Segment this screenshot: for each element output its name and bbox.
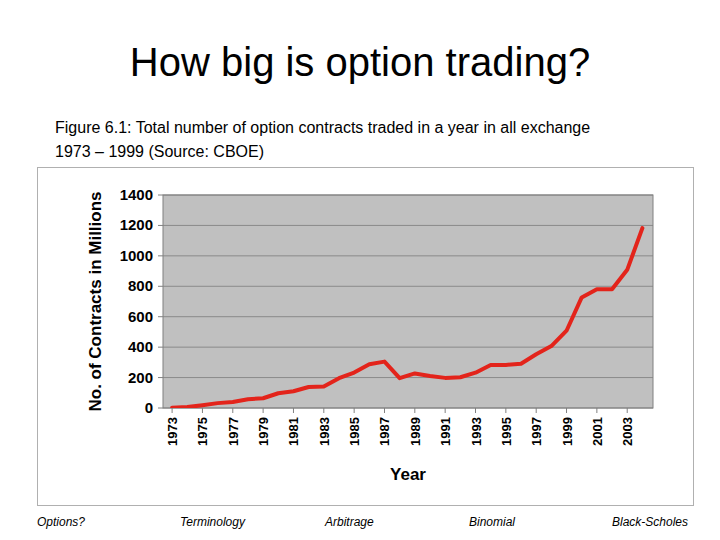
y-tick <box>158 347 163 348</box>
x-tick <box>263 408 264 413</box>
x-tick <box>354 408 355 413</box>
x-tick <box>566 408 567 413</box>
y-axis-label: No. of Contracts in Millions <box>86 191 105 411</box>
y-tick <box>158 255 163 256</box>
x-tick <box>232 408 233 413</box>
y-tick <box>158 316 163 317</box>
grid-line <box>163 255 653 256</box>
y-tick-label: 400 <box>128 338 153 355</box>
x-tick-label: 1995 <box>499 417 514 446</box>
y-tick-label: 200 <box>128 369 153 386</box>
x-tick-label: 1999 <box>560 417 575 446</box>
x-tick <box>596 408 597 413</box>
y-tick <box>158 377 163 378</box>
y-tick <box>158 195 163 196</box>
chart-box <box>38 168 694 506</box>
x-tick <box>172 408 173 413</box>
x-tick-label: 2003 <box>620 417 635 446</box>
x-tick-label: 1975 <box>195 417 210 446</box>
x-tick-label: 1989 <box>408 417 423 446</box>
y-tick <box>158 225 163 226</box>
y-tick-label: 800 <box>128 277 153 294</box>
y-tick <box>158 408 163 409</box>
x-tick <box>505 408 506 413</box>
x-tick-label: 1987 <box>377 417 392 446</box>
x-tick <box>627 408 628 413</box>
footer-item: Terminology <box>180 515 246 529</box>
x-tick-label: 1981 <box>286 417 301 446</box>
x-tick <box>536 408 537 413</box>
grid-line <box>163 316 653 317</box>
y-tick-label: 600 <box>128 308 153 325</box>
x-tick <box>293 408 294 413</box>
x-tick-label: 1983 <box>317 417 332 446</box>
x-tick <box>475 408 476 413</box>
y-tick-label: 1400 <box>120 186 153 203</box>
plot-frame <box>163 195 653 408</box>
x-tick-label: 2001 <box>590 417 605 446</box>
x-tick-label: 1991 <box>438 417 453 446</box>
y-tick-label: 0 <box>145 399 153 416</box>
grid-line <box>163 225 653 226</box>
data-line <box>172 228 642 408</box>
x-tick <box>384 408 385 413</box>
y-tick <box>158 286 163 287</box>
x-tick <box>202 408 203 413</box>
x-axis-label: Year <box>390 465 426 484</box>
footer-item: Binomial <box>469 515 515 529</box>
x-tick-label: 1993 <box>469 417 484 446</box>
y-tick-label: 1000 <box>120 247 153 264</box>
grid-line <box>163 347 653 348</box>
caption: Figure 6.1: Total number of option contr… <box>55 116 600 164</box>
x-tick-label: 1985 <box>347 417 362 446</box>
grid-line <box>163 286 653 287</box>
plot-area <box>163 195 653 408</box>
x-tick-label: 1997 <box>529 417 544 446</box>
x-tick <box>323 408 324 413</box>
data-group <box>172 228 642 408</box>
footer-item: Options? <box>37 515 85 529</box>
x-tick-label: 1977 <box>226 417 241 446</box>
x-tick-label: 1973 <box>165 417 180 446</box>
x-tick <box>445 408 446 413</box>
x-tick <box>414 408 415 413</box>
footer-item: Black-Scholes <box>612 515 688 529</box>
y-tick-label: 1200 <box>120 216 153 233</box>
footer-item: Arbitrage <box>324 515 374 529</box>
x-tick-label: 1979 <box>256 417 271 446</box>
heading: How big is option trading? <box>0 40 720 85</box>
